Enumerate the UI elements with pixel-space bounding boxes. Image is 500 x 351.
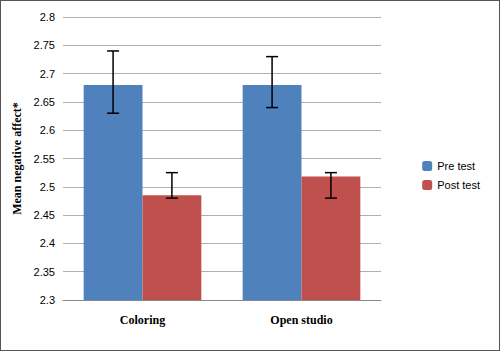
svg-text:2.4: 2.4 [40,237,55,249]
svg-text:2.65: 2.65 [34,96,55,108]
svg-text:2.7: 2.7 [40,68,55,80]
svg-text:Open studio: Open studio [270,313,332,327]
svg-text:2.5: 2.5 [40,181,55,193]
svg-text:Coloring: Coloring [120,313,165,327]
svg-text:2.8: 2.8 [40,11,55,23]
svg-text:2.75: 2.75 [34,39,55,51]
svg-text:2.6: 2.6 [40,124,55,136]
svg-text:Mean negative affect*: Mean negative affect* [10,102,24,215]
svg-text:2.3: 2.3 [40,294,55,306]
svg-text:2.35: 2.35 [34,266,55,278]
svg-text:Pre test: Pre test [437,160,475,172]
svg-text:Post test: Post test [437,179,480,191]
svg-text:2.45: 2.45 [34,209,55,221]
svg-text:2.55: 2.55 [34,153,55,165]
